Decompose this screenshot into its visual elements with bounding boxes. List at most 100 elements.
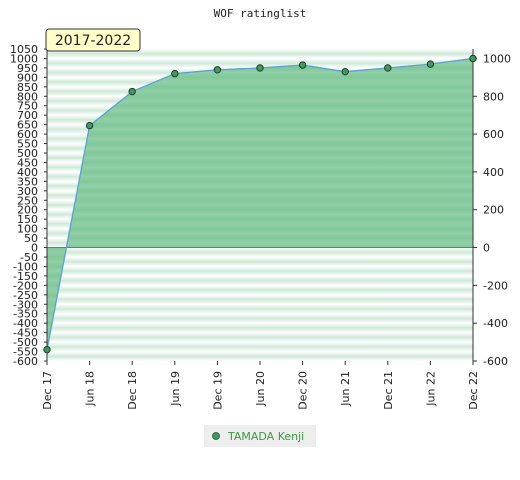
- left-tick-label: 50: [24, 232, 38, 245]
- left-tick-label: 0: [31, 242, 38, 255]
- area-stripe: [47, 96, 473, 106]
- left-tick-label: 400: [17, 166, 38, 179]
- left-tick-label: 900: [17, 71, 38, 84]
- area-stripe: [47, 86, 473, 97]
- data-point: [256, 64, 264, 72]
- legend[interactable]: TAMADA Kenji: [204, 425, 316, 447]
- area-stripe: [47, 143, 473, 153]
- area-stripe: [47, 124, 473, 135]
- grid-band: [47, 294, 473, 305]
- legend-marker-icon: [212, 432, 220, 440]
- data-point: [213, 66, 222, 74]
- right-tick-label: 200: [483, 204, 504, 217]
- left-tick-label: -250: [13, 289, 38, 302]
- area-stripe: [47, 162, 473, 172]
- data-point: [469, 54, 477, 63]
- right-tick-label: 0: [483, 242, 490, 255]
- right-tick-label: 400: [483, 166, 504, 179]
- left-tick-label: -150: [13, 270, 38, 283]
- data-point: [171, 69, 179, 78]
- left-tick-label: 600: [17, 128, 38, 141]
- left-tick-label: -200: [13, 279, 38, 292]
- left-tick-label: 500: [17, 147, 38, 160]
- area-stripe: [47, 219, 473, 229]
- grid-band: [47, 285, 473, 295]
- left-axis-ticks: -600-550-500-450-400-350-300-250-200-150…: [10, 43, 47, 368]
- area-stripe: [47, 200, 473, 210]
- grid-band: [47, 49, 473, 59]
- left-tick-label: -450: [13, 327, 38, 340]
- left-tick-label: 450: [17, 156, 38, 169]
- left-tick-label: 750: [17, 100, 38, 113]
- data-point: [341, 67, 349, 76]
- axes: [46, 49, 474, 361]
- left-tick-label: 1000: [10, 52, 38, 65]
- left-tick-label: 950: [17, 62, 38, 75]
- grid-band: [47, 58, 473, 68]
- left-tick-label: 800: [17, 90, 38, 103]
- area-stripe: [47, 171, 473, 182]
- grid-band: [47, 257, 473, 267]
- area-stripe: [47, 134, 473, 144]
- right-tick-label: 1000: [483, 52, 511, 65]
- area-stripe: [47, 190, 473, 201]
- data-point: [298, 61, 307, 69]
- x-tick-label: Dec 17: [41, 371, 54, 410]
- area-stripe: [47, 77, 473, 87]
- x-tick-label: Dec 22: [467, 371, 480, 410]
- left-tick-label: -600: [13, 355, 38, 368]
- grid-band: [47, 266, 473, 276]
- area-stripe: [47, 238, 473, 248]
- right-tick-label: 800: [483, 90, 504, 103]
- left-tick-label: 850: [17, 81, 38, 94]
- grid-band: [47, 247, 473, 257]
- left-tick-label: -500: [13, 336, 38, 349]
- period-label: 2017-2022: [55, 33, 131, 49]
- x-tick-label: Dec 21: [382, 371, 395, 410]
- grid-band: [47, 313, 473, 324]
- right-tick-label: -600: [483, 355, 508, 368]
- grid-band: [47, 323, 473, 333]
- x-tick-label: Jun 20: [254, 371, 267, 407]
- left-tick-label: 300: [17, 185, 38, 198]
- grid-band: [47, 332, 473, 343]
- x-tick-label: Jun 18: [84, 371, 97, 407]
- area-stripe: [47, 181, 473, 191]
- left-tick-label: 1050: [10, 43, 38, 56]
- area-stripe: [47, 115, 473, 125]
- legend-label: TAMADA Kenji: [227, 430, 304, 443]
- left-tick-label: -400: [13, 317, 38, 330]
- area-stripe: [47, 67, 473, 78]
- area-stripe: [47, 228, 473, 239]
- left-tick-label: 100: [17, 223, 38, 236]
- left-tick-label: 650: [17, 119, 38, 132]
- x-tick-label: Jun 22: [424, 371, 437, 407]
- left-tick-label: 150: [17, 213, 38, 226]
- left-tick-label: 350: [17, 175, 38, 188]
- left-tick-label: 700: [17, 109, 38, 122]
- left-tick-label: -100: [13, 260, 38, 273]
- data-point: [43, 345, 51, 354]
- grid-band: [47, 351, 473, 361]
- right-axis-ticks: -600 -400 -200 0 200 400 600 800 1000: [473, 52, 511, 368]
- x-tick-label: Dec 18: [126, 371, 139, 410]
- left-tick-label: -550: [13, 346, 38, 359]
- x-tick-label: Jun 21: [339, 371, 352, 407]
- data-point: [128, 87, 136, 96]
- left-tick-label: 250: [17, 194, 38, 207]
- left-tick-label: 200: [17, 204, 38, 217]
- left-tick-label: -350: [13, 308, 38, 321]
- right-tick-label: -400: [483, 317, 508, 330]
- data-point: [384, 64, 392, 72]
- left-tick-label: -50: [20, 251, 38, 264]
- area-stripe: [47, 209, 473, 220]
- x-tick-label: Dec 20: [297, 371, 310, 410]
- x-axis-ticks: Dec 17 Jun 18 Dec 18 Jun 19 Dec 19 Jun 20 Dec …: [41, 361, 480, 410]
- left-tick-label: -300: [13, 298, 38, 311]
- grid-band: [47, 275, 473, 286]
- data-point: [426, 60, 435, 68]
- data-points: [43, 54, 477, 354]
- area-stripe: [47, 105, 473, 116]
- right-tick-label: 600: [483, 128, 504, 141]
